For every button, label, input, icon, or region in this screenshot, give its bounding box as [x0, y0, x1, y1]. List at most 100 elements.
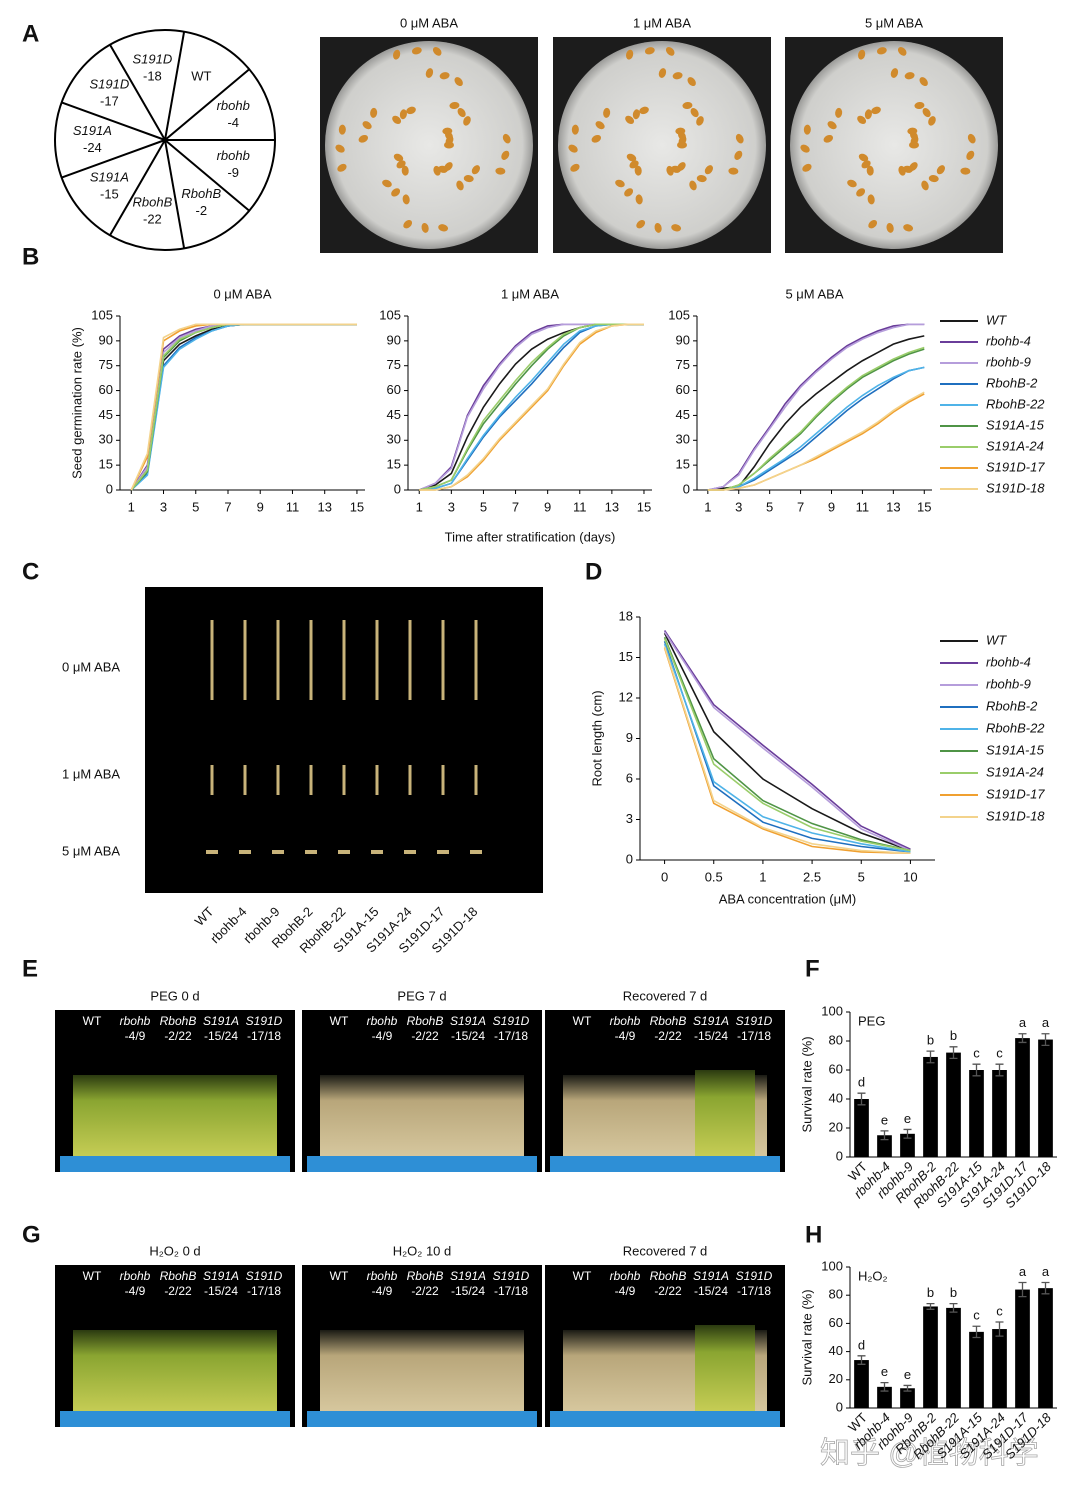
x-tick-label: 1 — [704, 499, 711, 514]
x-tick-label: 1 — [416, 499, 423, 514]
seed — [338, 124, 346, 135]
photo-title: PEG 0 d — [150, 988, 199, 1003]
plants — [695, 1325, 755, 1415]
panel-letter: D — [585, 558, 602, 585]
x-tick-label: 13 — [317, 499, 331, 514]
tray — [550, 1156, 780, 1172]
group-label: rbohb — [367, 1269, 398, 1283]
seed — [370, 107, 378, 118]
y-tick-label: 60 — [829, 1315, 843, 1330]
error-bar — [880, 1130, 889, 1141]
seed — [671, 224, 682, 232]
sector-label: WT — [191, 69, 211, 84]
bar — [877, 1135, 892, 1157]
plate — [790, 41, 998, 249]
x-axis-label: Time after stratification (days) — [445, 529, 616, 544]
seed — [682, 101, 693, 110]
y-tick-label: 80 — [829, 1032, 843, 1047]
x-tick-label: 3 — [448, 499, 455, 514]
group-label: -4/9 — [372, 1284, 393, 1298]
y-tick-label: 100 — [821, 1003, 843, 1018]
pie-divider — [109, 44, 166, 141]
y-tick-label: 30 — [99, 432, 113, 447]
group-label: WT — [330, 1269, 349, 1283]
bar — [877, 1386, 892, 1408]
seed — [449, 101, 460, 110]
group-label: RbohB — [650, 1269, 687, 1283]
seed — [644, 47, 655, 55]
bar — [946, 1052, 961, 1157]
error-bar — [995, 1063, 1004, 1077]
group-label: S191D — [493, 1269, 530, 1283]
seed — [603, 107, 611, 118]
seed — [677, 162, 686, 171]
x-tick-label: 7 — [797, 499, 804, 514]
y-tick-label: 105 — [668, 307, 690, 322]
group-label: -17/18 — [737, 1029, 771, 1043]
bar — [946, 1307, 961, 1408]
plants — [320, 1075, 524, 1160]
legend-label: RbohB-22 — [986, 720, 1045, 735]
x-tick-label: 3 — [735, 499, 742, 514]
seed — [456, 180, 464, 191]
y-tick-label: 75 — [676, 357, 690, 372]
seed — [928, 116, 936, 126]
tray — [307, 1156, 537, 1172]
significance-letter: c — [996, 1303, 1003, 1318]
seed — [421, 222, 429, 233]
error-bar — [857, 1355, 866, 1365]
group-label: -15/24 — [694, 1284, 728, 1298]
seed — [675, 127, 686, 135]
bar — [969, 1070, 984, 1157]
series-line — [130, 323, 357, 491]
seed — [463, 174, 474, 183]
x-tick-label: 9 — [257, 499, 264, 514]
significance-letter: a — [1019, 1015, 1027, 1030]
seed — [399, 109, 407, 120]
photo-title: H₂O₂ 10 d — [393, 1243, 452, 1258]
y-tick-label: 15 — [99, 457, 113, 472]
y-tick-label: 60 — [676, 382, 690, 397]
pie-divider — [61, 139, 166, 179]
legend-label: S191A-15 — [986, 742, 1045, 757]
panel-letter: F — [805, 955, 820, 982]
group-label: S191A — [203, 1014, 239, 1028]
series-line — [130, 323, 357, 491]
group-label: RbohB — [407, 1014, 444, 1028]
y-tick-label: 80 — [829, 1287, 843, 1302]
y-tick-label: 100 — [821, 1258, 843, 1273]
seed — [960, 167, 971, 175]
significance-letter: e — [881, 1112, 888, 1127]
y-tick-label: 60 — [829, 1061, 843, 1076]
x-tick-label: 9 — [828, 499, 835, 514]
sector-label: -24 — [83, 140, 102, 155]
y-tick-label: 30 — [676, 432, 690, 447]
seed — [687, 77, 696, 87]
seed — [444, 162, 453, 171]
row-label: 5 μM ABA — [62, 843, 120, 858]
photo-title: Recovered 7 d — [623, 1243, 708, 1258]
y-axis-label: Root length (cm) — [589, 690, 604, 786]
plants — [695, 1070, 755, 1160]
significance-letter: a — [1042, 1264, 1050, 1279]
seed — [857, 115, 867, 125]
sector-label: -15 — [100, 187, 119, 202]
sector-label: -22 — [143, 211, 162, 226]
seed — [625, 49, 634, 60]
x-tick-label: 5 — [858, 869, 865, 884]
seed — [501, 150, 510, 160]
y-tick-label: 75 — [99, 357, 113, 372]
significance-letter: d — [858, 1075, 865, 1090]
column-label: WT — [192, 904, 217, 929]
group-label: S191D — [493, 1014, 530, 1028]
group-label: -15/24 — [204, 1284, 238, 1298]
plate-title: 1 μM ABA — [633, 15, 691, 30]
x-tick-label: 5 — [480, 499, 487, 514]
legend-label: RbohB-2 — [986, 375, 1038, 390]
group-label: WT — [573, 1014, 592, 1028]
seed — [847, 179, 857, 188]
bar — [1038, 1039, 1053, 1157]
series-line — [130, 323, 357, 491]
seed — [471, 165, 480, 175]
y-tick-label: 45 — [387, 407, 401, 422]
